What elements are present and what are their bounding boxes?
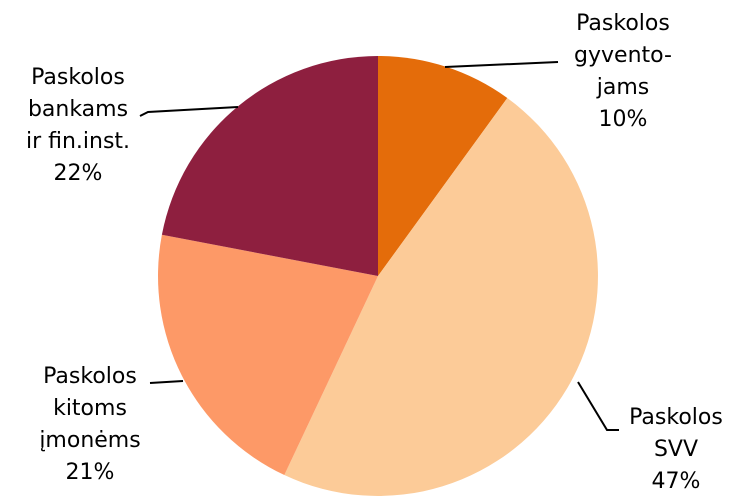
slice-label-line: SVV bbox=[654, 437, 698, 462]
leader-line-1 bbox=[444, 61, 559, 68]
slice-value-label: 21% bbox=[66, 460, 115, 485]
slice-labels: Paskolos gyvento-jams 10%Paskolos SVV 47%Pas… bbox=[26, 11, 723, 494]
slice-label-line: bankams bbox=[28, 97, 128, 122]
pie-slice-1 bbox=[378, 56, 508, 276]
slice-label-1: Paskolos gyvento-jams 10% bbox=[574, 11, 672, 132]
slice-label-3: Paskolos kitoms įmonėms 21% bbox=[39, 364, 140, 485]
slice-value-label: 10% bbox=[599, 107, 648, 132]
pie-slices bbox=[158, 56, 598, 496]
slice-label-line: Paskolos bbox=[629, 405, 723, 430]
slice-label-line: jams bbox=[596, 75, 650, 100]
slice-value-label: 47% bbox=[652, 469, 701, 494]
slice-label-line: gyvento- bbox=[574, 43, 672, 68]
slice-label-line: Paskolos bbox=[43, 364, 137, 389]
slice-label-4: Paskolos bankams ir fin.inst. 22% bbox=[26, 65, 130, 186]
slice-label-line: Paskolos bbox=[31, 65, 125, 90]
leader-line-3 bbox=[149, 380, 184, 384]
pie-slice-4 bbox=[161, 56, 378, 276]
leader-line-2 bbox=[577, 381, 619, 431]
slice-label-line: Paskolos bbox=[576, 11, 670, 36]
pie-slice-2 bbox=[284, 98, 598, 496]
pie-slice-3 bbox=[158, 234, 378, 476]
slice-value-label: 22% bbox=[54, 161, 103, 186]
leader-lines bbox=[139, 61, 619, 431]
slice-label-line: įmonėms bbox=[39, 428, 140, 453]
slice-label-line: ir fin.inst. bbox=[26, 129, 130, 154]
slice-label-2: Paskolos SVV 47% bbox=[629, 405, 723, 494]
slice-label-line: kitoms bbox=[53, 396, 127, 421]
leader-line-4 bbox=[139, 106, 239, 117]
